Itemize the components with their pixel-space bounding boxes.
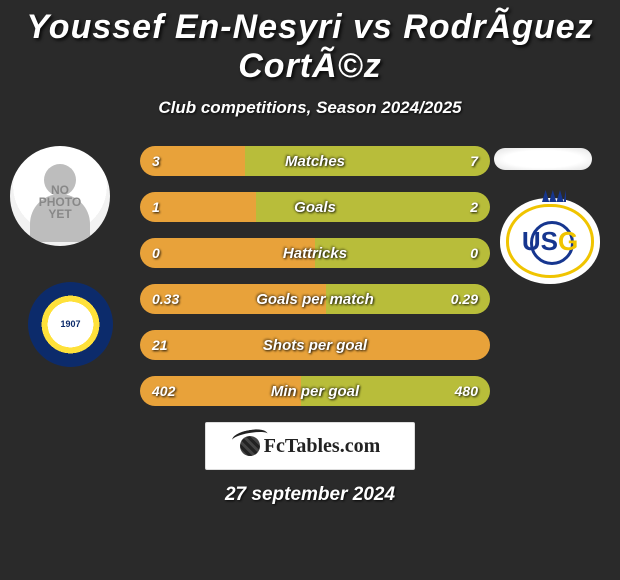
brand-text: FcTables.com [264, 435, 380, 458]
badge-letter: S [541, 226, 558, 257]
stat-bar-right [245, 146, 490, 176]
stat-bar-left [140, 284, 326, 314]
date-label: 27 september 2024 [0, 484, 620, 506]
stat-bar-left [140, 376, 301, 406]
subtitle: Club competitions, Season 2024/2025 [0, 98, 620, 118]
stat-bar-right [301, 376, 490, 406]
stat-row: 21Shots per goal [140, 330, 490, 360]
stat-bar-left [140, 330, 490, 360]
stat-bar-left [140, 192, 256, 222]
club-badge-right: USG [500, 198, 600, 284]
brand-box: FcTables.com [205, 422, 415, 470]
stat-bar-left [140, 238, 315, 268]
badge-letter: G [558, 226, 578, 257]
stat-row: 402480Min per goal [140, 376, 490, 406]
stat-bar-right [256, 192, 491, 222]
comparison-panel: NO PHOTO YET 1907 USG 37Matches 12Goals 00… [0, 146, 620, 406]
crown-icon [542, 190, 566, 202]
stat-row: 00Hattricks [140, 238, 490, 268]
player-left-avatar: NO PHOTO YET [10, 146, 110, 246]
stat-row: 12Goals [140, 192, 490, 222]
nophoto-line: YET [10, 208, 110, 220]
club-badge-left: 1907 [28, 282, 113, 367]
stat-row: 37Matches [140, 146, 490, 176]
ball-icon [240, 436, 260, 456]
stat-bar-left [140, 146, 245, 176]
no-photo-placeholder: NO PHOTO YET [10, 146, 110, 246]
page-title: Youssef En-Nesyri vs RodrÃ­guez CortÃ©z [0, 0, 620, 86]
club-badge-left-text: 1907 [60, 320, 80, 329]
stat-rows: 37Matches 12Goals 00Hattricks 0.330.29Goals… [140, 146, 490, 406]
stat-bar-right [315, 238, 490, 268]
stat-row: 0.330.29Goals per match [140, 284, 490, 314]
player-right-avatar [494, 148, 592, 170]
badge-letter: U [522, 226, 541, 257]
stat-bar-right [326, 284, 491, 314]
